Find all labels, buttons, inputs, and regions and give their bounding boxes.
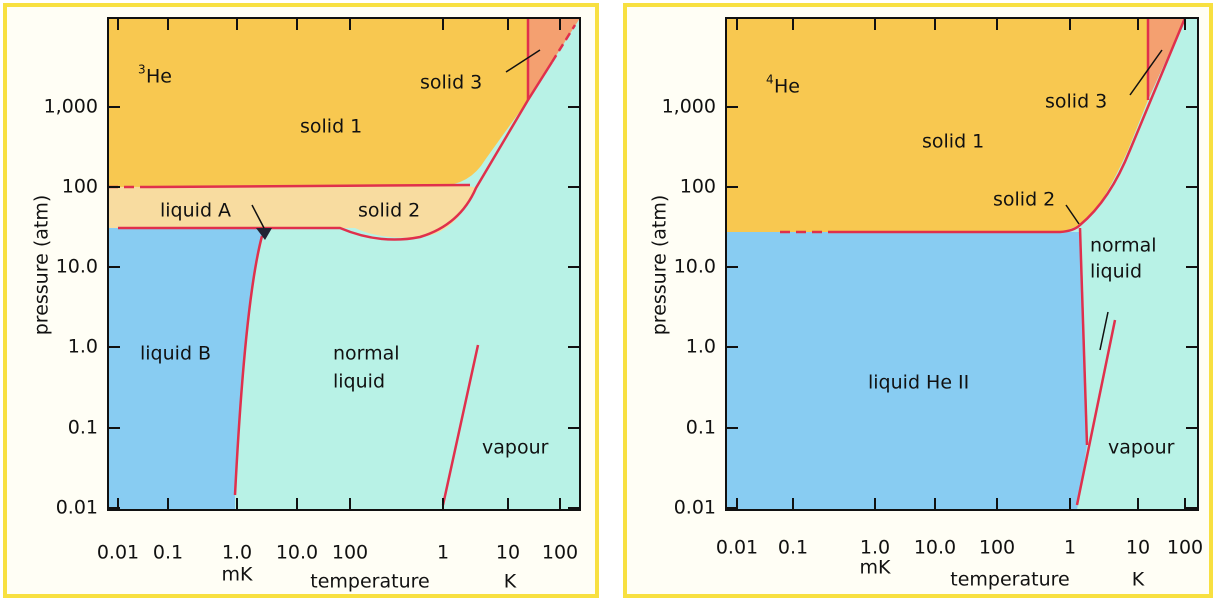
- y-tick-label: 0.1: [686, 417, 716, 439]
- polycritical-point: [256, 228, 272, 240]
- plot-border: [107, 17, 581, 511]
- x-unit-label: K: [504, 571, 517, 593]
- y-axis-label: pressure (atm): [31, 195, 53, 336]
- y-axis-label: pressure (atm): [649, 195, 671, 336]
- solid-2-region: [108, 185, 476, 238]
- x-tick-label: 1.0: [860, 537, 890, 559]
- region-label: vapour: [1108, 437, 1175, 459]
- x-tick-label: 10.0: [914, 537, 956, 559]
- phase-line: [550, 24, 577, 63]
- element-symbol: He: [774, 76, 800, 98]
- x-tick-label: 1: [437, 542, 449, 564]
- pointer: [1065, 204, 1080, 225]
- right-plot: [725, 17, 1199, 511]
- x-tick-label: 100: [1167, 537, 1203, 559]
- y-tick-label: 1.0: [68, 336, 98, 358]
- x-axis-label: temperature: [310, 571, 429, 593]
- x-tick-label: 10: [496, 542, 520, 564]
- left-plot: [107, 17, 581, 511]
- phase-line: [233, 235, 264, 496]
- region-label: liquid: [1090, 261, 1142, 283]
- solid-1-region: [726, 18, 1148, 232]
- region-label: liquid A: [160, 200, 231, 222]
- element-symbol: He: [146, 66, 172, 88]
- pointer: [505, 49, 541, 73]
- phase-line: [830, 17, 1187, 234]
- y-tick-label: 100: [680, 176, 716, 198]
- y-tick-label: 1,000: [662, 96, 716, 118]
- region-label: liquid: [333, 371, 385, 393]
- solid-1-region: [108, 18, 528, 187]
- y-tick-label: 10.0: [674, 256, 716, 278]
- phase-line: [149, 183, 471, 189]
- phase-line: [118, 61, 554, 241]
- x-tick-label: 1.0: [222, 542, 252, 564]
- region-label: normal: [333, 343, 400, 365]
- pointer: [1099, 311, 1109, 351]
- x-tick-label: 10.0: [276, 542, 318, 564]
- region-label: solid 1: [300, 116, 362, 138]
- y-tick-label: 100: [62, 176, 98, 198]
- phase-line: [1075, 319, 1117, 506]
- x-tick-label: 0.1: [778, 537, 808, 559]
- y-tick-label: 1,000: [44, 96, 98, 118]
- region-label: vapour: [482, 437, 549, 459]
- x-tick-label: 100: [542, 542, 578, 564]
- region-label: liquid B: [140, 343, 211, 365]
- x-tick-label: 1: [1064, 537, 1076, 559]
- phase-line: [441, 344, 480, 506]
- y-tick-label: 10.0: [56, 256, 98, 278]
- region-label: solid 3: [1045, 91, 1107, 113]
- isotope-mass: 4: [766, 73, 774, 87]
- y-tick-label: 0.01: [56, 497, 98, 519]
- x-tick-label: 0.1: [153, 542, 183, 564]
- phase-line: [1078, 227, 1089, 446]
- x-tick-label: 0.01: [716, 537, 758, 559]
- region-label: solid 1: [922, 131, 984, 153]
- x-unit-label: mK: [860, 557, 892, 579]
- isotope-mass: 3: [138, 63, 146, 77]
- pointer: [1129, 49, 1163, 96]
- x-unit-label: K: [1132, 569, 1145, 591]
- x-tick-label: 0.01: [97, 542, 139, 564]
- y-tick-label: 0.1: [68, 417, 98, 439]
- region-label: solid 2: [358, 200, 420, 222]
- region-label: liquid He II: [868, 372, 969, 394]
- x-tick-label: 100: [979, 537, 1015, 559]
- y-tick-label: 1.0: [686, 336, 716, 358]
- liquid-b-region: [108, 228, 264, 510]
- region-label: solid 3: [420, 72, 482, 94]
- pointer: [251, 204, 265, 229]
- x-tick-label: 100: [332, 542, 368, 564]
- region-label: solid 2: [993, 189, 1055, 211]
- y-tick-label: 0.01: [674, 497, 716, 519]
- liquid-he-ii-region: [726, 232, 1087, 510]
- region-label: normal: [1090, 235, 1157, 257]
- plot-border: [725, 17, 1199, 511]
- x-unit-label: mK: [222, 564, 254, 586]
- x-axis-label: temperature: [950, 569, 1069, 591]
- x-tick-label: 10: [1126, 537, 1150, 559]
